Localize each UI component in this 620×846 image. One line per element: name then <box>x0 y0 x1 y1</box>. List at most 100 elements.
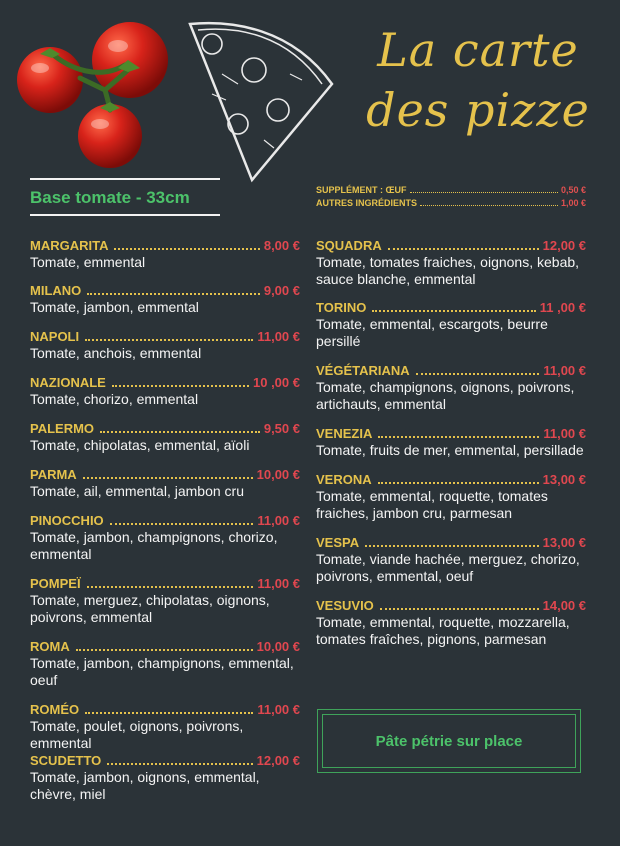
menu-item: NAZIONALE 10 ,00 € Tomate, chorizo, emmen… <box>30 375 300 408</box>
menu-item: MILANO 9,00 € Tomate, jambon, emmental <box>30 283 300 316</box>
pizza-ingredients: Tomate, jambon, oignons, emmental, chèvr… <box>30 769 260 802</box>
note-text: Pâte pétrie sur place <box>322 714 576 768</box>
divider <box>30 178 220 180</box>
pizza-price: 10 ,00 € <box>253 375 300 390</box>
pizza-name: TORINO <box>316 300 367 315</box>
pizza-ingredients: Tomate, viande hachée, merguez, chorizo,… <box>316 551 580 584</box>
pizza-ingredients: Tomate, ail, emmental, jambon cru <box>30 483 244 499</box>
title-line-1: La carte <box>377 23 579 77</box>
menu-item: VESUVIO 14,00 € Tomate, emmental, roquett… <box>316 598 586 648</box>
menu-item: ROMÉO 11,00 € Tomate, poulet, oignons, po… <box>30 702 300 752</box>
supplement-name: AUTRES INGRÉDIENTS <box>316 198 418 208</box>
pizza-price: 11 ,00 € <box>539 300 586 315</box>
base-label: Base tomate - 33cm <box>30 188 190 207</box>
leader-dots <box>86 586 254 588</box>
leader-dots <box>82 477 253 479</box>
supplement-name: SUPPLÉMENT : ŒUF <box>316 185 407 195</box>
pizza-name: POMPEÏ <box>30 576 81 591</box>
menu-item: VÉGÉTARIANA 11,00 € Tomate, champignons, … <box>316 363 586 413</box>
pizza-price: 10,00 € <box>256 639 300 654</box>
menu-title: La carte des pizze <box>348 20 608 140</box>
pizza-ingredients: Tomate, chipolatas, emmental, aïoli <box>30 437 250 453</box>
pizza-name: VÉGÉTARIANA <box>316 363 410 378</box>
leader-dots <box>409 192 558 193</box>
pizza-price: 11,00 € <box>257 576 300 591</box>
divider <box>30 214 220 216</box>
tomatoes-image <box>17 22 168 168</box>
menu-item: ROMA 10,00 € Tomate, jambon, champignons,… <box>30 639 300 689</box>
title-line-2: des pizze <box>366 83 590 137</box>
pizza-ingredients: Tomate, fruits de mer, emmental, persill… <box>316 442 584 458</box>
leader-dots <box>109 523 254 525</box>
pizza-name: PINOCCHIO <box>30 513 104 528</box>
pizza-ingredients: Tomate, emmental, roquette, tomates frai… <box>316 488 548 521</box>
pizza-ingredients: Tomate, jambon, champignons, chorizo, em… <box>30 529 278 562</box>
menu-item: VESPA 13,00 € Tomate, viande hachée, merg… <box>316 535 586 585</box>
pizza-price: 11,00 € <box>543 426 586 441</box>
leader-dots <box>87 293 260 295</box>
base-section: Base tomate - 33cm <box>30 178 220 216</box>
leader-dots <box>377 482 539 484</box>
menu-item: NAPOLI 11,00 € Tomate, anchois, emmental <box>30 329 300 362</box>
pizza-ingredients: Tomate, merguez, chipolatas, oignons, po… <box>30 592 270 625</box>
pizza-ingredients: Tomate, tomates fraiches, oignons, kebab… <box>316 254 580 287</box>
leader-dots <box>387 248 539 250</box>
pizza-ingredients: Tomate, poulet, oignons, poivrons, emmen… <box>30 718 244 751</box>
pizza-price: 11,00 € <box>543 363 586 378</box>
pizza-price: 8,00 € <box>263 238 300 253</box>
pizza-price: 12,00 € <box>256 753 300 768</box>
pizza-name: NAZIONALE <box>30 375 106 390</box>
pizza-name: MILANO <box>30 283 82 298</box>
pizza-price: 14,00 € <box>542 598 586 613</box>
menu-item: PARMA 10,00 € Tomate, ail, emmental, jamb… <box>30 467 300 500</box>
pizza-ingredients: Tomate, jambon, emmental <box>30 299 199 315</box>
pizza-name: SCUDETTO <box>30 753 102 768</box>
pizza-name: SQUADRA <box>316 238 382 253</box>
leader-dots <box>372 310 536 312</box>
pizza-slice-image <box>188 21 334 183</box>
menu-item: TORINO 11 ,00 € Tomate, emmental, escargo… <box>316 300 586 350</box>
menu-item: MARGARITA 8,00 € Tomate, emmental <box>30 238 300 271</box>
supplement-row: AUTRES INGRÉDIENTS 1,00 € <box>316 197 586 210</box>
leader-dots <box>107 763 253 765</box>
pizza-name: PARMA <box>30 467 77 482</box>
pizza-price: 13,00 € <box>542 535 586 550</box>
pizza-ingredients: Tomate, anchois, emmental <box>30 345 202 361</box>
leader-dots <box>379 608 539 610</box>
leader-dots <box>415 373 540 375</box>
leader-dots <box>114 248 260 250</box>
pizza-price: 11,00 € <box>257 513 300 528</box>
leader-dots <box>85 339 254 341</box>
pizza-price: 9,50 € <box>263 421 300 436</box>
pizza-name: MARGARITA <box>30 238 109 253</box>
leader-dots <box>75 649 253 651</box>
menu-item: PINOCCHIO 11,00 € Tomate, jambon, champig… <box>30 513 300 563</box>
pizza-price: 13,00 € <box>542 472 586 487</box>
menu-item: PALERMO 9,50 € Tomate, chipolatas, emment… <box>30 421 300 454</box>
menu-item: VERONA 13,00 € Tomate, emmental, roquette… <box>316 472 586 522</box>
menu-item: VENEZIA 11,00 € Tomate, fruits de mer, em… <box>316 426 586 459</box>
pizza-ingredients: Tomate, emmental <box>30 254 146 270</box>
pizza-name: VENEZIA <box>316 426 373 441</box>
supplement-price: 1,00 € <box>560 198 586 208</box>
pizza-name: ROMA <box>30 639 70 654</box>
supplement-price: 0,50 € <box>560 185 586 195</box>
menu-item: SQUADRA 12,00 € Tomate, tomates fraiches,… <box>316 238 586 288</box>
leader-dots <box>378 436 540 438</box>
pizza-ingredients: Tomate, jambon, champignons, emmental, o… <box>30 655 294 688</box>
note-box: Pâte pétrie sur place <box>317 709 581 773</box>
pizza-price: 9,00 € <box>263 283 300 298</box>
pizza-name: VESUVIO <box>316 598 374 613</box>
pizza-name: PALERMO <box>30 421 95 436</box>
pizza-ingredients: Tomate, champignons, oignons, poivrons, … <box>316 379 575 412</box>
leader-dots <box>420 205 558 206</box>
pizza-ingredients: Tomate, emmental, roquette, mozzarella, … <box>316 614 570 647</box>
leader-dots <box>111 385 249 387</box>
supplement-row: SUPPLÉMENT : ŒUF 0,50 € <box>316 184 586 197</box>
leader-dots <box>100 431 260 433</box>
menu-column-left: MARGARITA 8,00 € Tomate, emmental MILANO 9… <box>30 238 300 803</box>
pizza-ingredients: Tomate, chorizo, emmental <box>30 391 199 407</box>
menu-column-right: SQUADRA 12,00 € Tomate, tomates fraiches,… <box>316 238 586 648</box>
menu-item: SCUDETTO 12,00 € Tomate, jambon, oignons,… <box>30 753 300 803</box>
pizza-price: 12,00 € <box>542 238 586 253</box>
